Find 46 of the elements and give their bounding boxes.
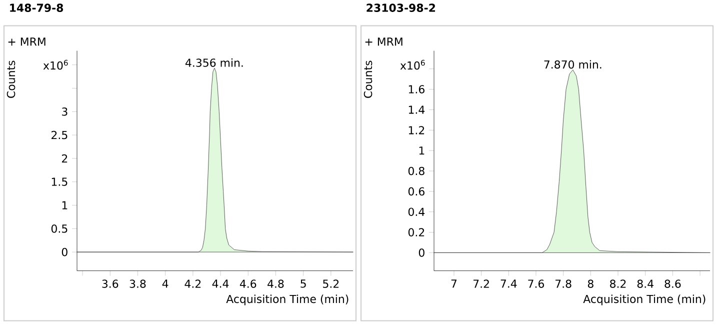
x-tick-label: 4	[162, 280, 168, 288]
y-tick-label: 1	[62, 201, 68, 210]
x-tick-label: 3.8	[130, 280, 146, 288]
x-tick-label: 7.2	[474, 280, 489, 288]
y-tick-label: 1.2	[408, 126, 424, 134]
chart-title: 23103-98-2	[366, 4, 436, 12]
chart-title: 148-79-8	[10, 4, 64, 12]
text: + MRM	[8, 38, 46, 46]
y-axis-title: Counts	[6, 60, 16, 98]
y-tick-label: 0.6	[408, 187, 424, 196]
x-tick-label: 3.6	[102, 280, 118, 288]
x-axis-title: Acquisition Time (min)	[226, 294, 348, 306]
y-axis-title: Counts	[364, 60, 372, 98]
text: x10$^{6}$	[43, 60, 68, 70]
x-tick-label: 4.8	[268, 280, 284, 288]
y-tick-label: 0.8	[408, 166, 424, 176]
x-tick-label: 7.8	[556, 280, 572, 288]
y-tick-label: 1.5	[52, 178, 68, 186]
x-tick-label: 4.4	[212, 280, 229, 288]
y-tick-label: 0	[62, 248, 68, 256]
x-tick-label: 7.6	[528, 280, 544, 288]
y-tick-label: 2	[62, 154, 68, 163]
y-tick-label: 0	[418, 248, 424, 257]
y-tick-label: 0.5	[51, 224, 68, 233]
annotation: 7.870 min.	[544, 60, 602, 69]
x-tick-label: 8.4	[637, 280, 654, 288]
x-tick-label: 8.6	[664, 280, 681, 288]
y-tick-label: 2.5	[52, 131, 68, 140]
y-tick-label: 1.4	[408, 106, 425, 114]
y-tick-label: 0.2	[408, 228, 424, 237]
x-axis-title: Acquisition Time (min)	[583, 294, 706, 306]
text: x10$^{6}$	[400, 60, 425, 70]
y-tick-label: 3	[62, 108, 68, 116]
x-tick-label: 5.2	[323, 280, 339, 288]
y-tick-label: 1.6	[408, 85, 424, 94]
text: + MRM	[365, 38, 402, 46]
x-tick-label: 4.6	[240, 280, 256, 288]
x-tick-label: 8	[588, 280, 594, 288]
x-tick-label: 7	[451, 280, 457, 288]
y-tick-label: 1	[419, 146, 424, 155]
x-tick-label: 8.2	[610, 280, 626, 288]
annotation: 4.356 min.	[185, 58, 243, 67]
x-tick-label: 7.4	[500, 280, 517, 288]
x-tick-label: 4.2	[184, 280, 201, 288]
y-tick-label: 0.4	[408, 208, 425, 216]
x-tick-label: 5	[300, 280, 306, 288]
